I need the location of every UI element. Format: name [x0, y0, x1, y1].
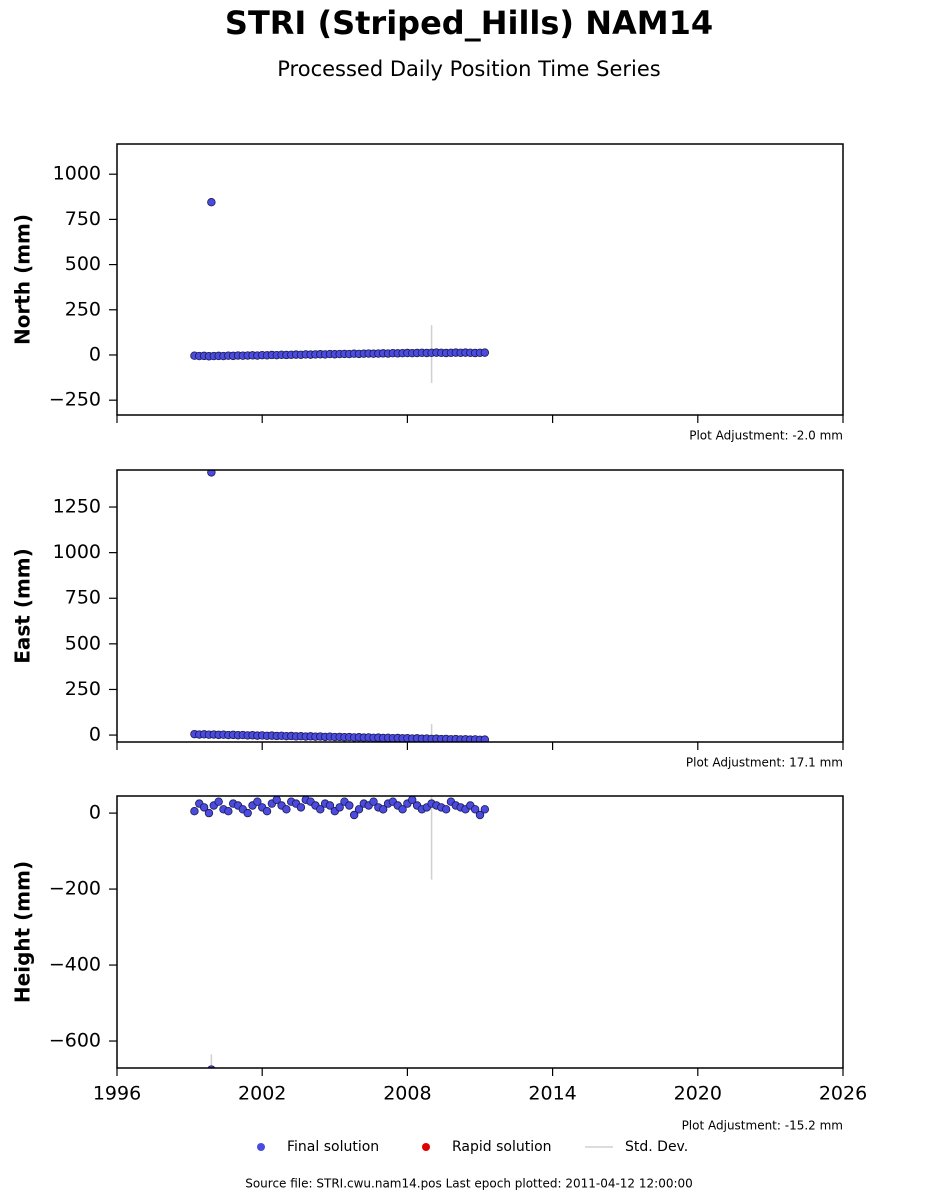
data-point [282, 805, 291, 814]
y-tick-label: 1250 [53, 496, 101, 518]
data-point [470, 805, 480, 814]
data-point [204, 808, 214, 818]
source-note: Source file: STRI.cwu.nam14.pos Last epo… [245, 1177, 693, 1191]
plot-frame [116, 469, 844, 743]
y-tick-label: 0 [89, 724, 101, 746]
data-point [480, 805, 490, 814]
data-point [207, 470, 216, 477]
data-point [243, 808, 252, 818]
data-point [199, 803, 209, 812]
data-point [335, 803, 344, 812]
data-point [316, 805, 325, 814]
y-axis-label: Height (mm) [11, 861, 35, 1003]
legend-label: Final solution [287, 1139, 379, 1155]
plot-adjustment: Plot Adjustment: -2.0 mm [689, 429, 843, 443]
legend-dot [422, 1143, 430, 1151]
y-tick-label: 750 [65, 587, 101, 609]
data-point [369, 797, 378, 806]
y-tick-label: 250 [65, 678, 101, 700]
legend-dot [257, 1143, 265, 1151]
y-tick-label: −200 [49, 878, 101, 900]
x-tick-label: 1996 [93, 1083, 141, 1105]
y-tick-label: 1000 [53, 541, 101, 563]
y-tick-label: −400 [49, 954, 101, 976]
plot-frame [116, 795, 844, 1069]
subtitle: Processed Daily Position Time Series [277, 57, 661, 81]
x-tick-label: 2002 [238, 1083, 286, 1105]
x-tick-label: 2026 [819, 1083, 867, 1105]
title: STRI (Striped_Hills) NAM14 [225, 4, 713, 42]
plot-adjustment: Plot Adjustment: -15.2 mm [682, 1119, 843, 1133]
data-point [296, 803, 306, 812]
data-point [262, 806, 272, 816]
y-axis-label: North (mm) [11, 214, 35, 345]
data-point [272, 796, 281, 804]
plot-frame [116, 143, 844, 416]
y-tick-label: 1000 [53, 163, 101, 185]
legend-label: Std. Dev. [625, 1139, 688, 1155]
data-point [214, 797, 223, 806]
data-point [253, 797, 262, 806]
y-tick-label: −600 [49, 1030, 101, 1052]
y-tick-label: −250 [49, 389, 101, 411]
x-tick-label: 2008 [383, 1083, 431, 1105]
data-point [398, 805, 407, 814]
data-point [475, 810, 485, 820]
y-tick-label: 250 [65, 298, 101, 320]
plot-area [190, 198, 490, 384]
data-point [349, 810, 359, 820]
legend-label: Rapid solution [452, 1139, 552, 1155]
y-tick-label: 0 [89, 802, 101, 824]
data-point [345, 801, 354, 810]
plot-area [190, 796, 490, 1068]
data-point [207, 198, 216, 207]
x-tick-label: 2014 [528, 1083, 576, 1105]
data-point [224, 806, 233, 816]
x-tick-label: 2020 [674, 1083, 722, 1105]
y-tick-label: 750 [65, 208, 101, 230]
data-point [480, 348, 490, 357]
data-point [354, 805, 364, 814]
data-point [190, 806, 199, 816]
data-point [441, 805, 451, 814]
y-tick-label: 500 [65, 253, 101, 275]
y-tick-label: 500 [65, 632, 101, 654]
data-point [480, 735, 490, 742]
data-point [408, 796, 417, 804]
plot-adjustment: Plot Adjustment: 17.1 mm [686, 756, 843, 770]
data-point [325, 801, 335, 810]
y-axis-label: East (mm) [11, 548, 35, 664]
data-point [379, 805, 388, 814]
y-tick-label: 0 [89, 343, 101, 365]
plot-area [190, 470, 490, 742]
